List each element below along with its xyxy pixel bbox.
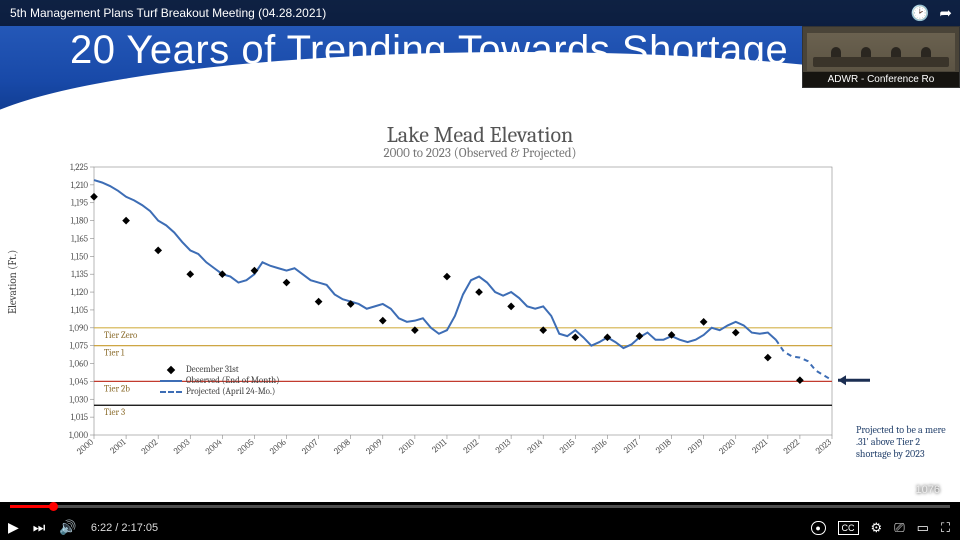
svg-text:2014: 2014 [526,437,546,456]
top-right-controls: 🕑 ➦ [911,4,952,22]
svg-text:2013: 2013 [494,438,513,456]
svg-text:1,120: 1,120 [71,288,89,298]
pip-people [821,47,941,59]
progress-knob[interactable] [49,502,58,511]
svg-text:2012: 2012 [462,438,481,456]
svg-text:1,195: 1,195 [71,199,88,209]
view-counter: 1076 [916,484,940,496]
svg-text:1,075: 1,075 [70,342,88,352]
video-player: 5th Management Plans Turf Breakout Meeti… [0,0,960,540]
current-time: 6:22 [91,522,112,534]
legend-projected: Projected (April 24-Mo.) [160,387,280,397]
chart-ylabel: Elevation (Ft.) [6,250,19,314]
video-title: 5th Management Plans Turf Breakout Meeti… [10,6,326,20]
chart-title: Lake Mead Elevation [18,122,942,148]
svg-text:Tier 1: Tier 1 [104,349,125,359]
svg-text:2016: 2016 [590,437,610,456]
volume-icon[interactable]: 🔊 [59,519,76,536]
legend-projected-label: Projected (April 24-Mo.) [186,387,275,397]
svg-text:2002: 2002 [140,438,160,457]
watch-later-icon[interactable]: 🕑 [911,4,930,22]
svg-text:Tier 2b: Tier 2b [104,384,130,394]
svg-text:1,105: 1,105 [71,306,88,316]
scroll-hint-text: Scroll for details [444,491,515,502]
svg-text:1,150: 1,150 [71,252,89,262]
diamond-marker-icon [167,366,175,374]
video-title-bar: 5th Management Plans Turf Breakout Meeti… [0,0,960,26]
svg-text:1,225: 1,225 [70,163,88,173]
svg-text:2011: 2011 [431,437,450,455]
svg-text:2023: 2023 [814,438,834,457]
fullscreen-icon[interactable]: ⛶ [941,520,950,536]
svg-text:2019: 2019 [687,438,706,456]
time-display: 6:22 / 2:17:05 [91,522,158,534]
svg-text:1,135: 1,135 [71,270,88,280]
cc-button[interactable]: CC [838,521,859,535]
svg-text:1,045: 1,045 [70,377,88,387]
pip-label: ADWR - Conference Ro [803,72,959,87]
right-controls: ● CC ⚙ ⎚ ▭ ⛶ [811,520,950,536]
svg-text:2005: 2005 [236,438,256,457]
svg-text:1,030: 1,030 [69,395,88,405]
player-controls: ▶ ⏭ 🔊 6:22 / 2:17:05 ● CC ⚙ ⎚ ▭ ⛶ [0,502,960,540]
svg-text:2017: 2017 [622,437,642,456]
svg-text:2009: 2009 [365,438,385,457]
legend-observed-label: Observed (End of Month) [186,376,280,386]
scroll-hint: Scroll for details [0,491,960,502]
svg-text:1,015: 1,015 [71,413,88,423]
next-icon[interactable]: ⏭ [33,519,46,536]
svg-text:2001: 2001 [109,437,129,456]
chart-legend: December 31st Observed (End of Month) Pr… [160,364,280,398]
svg-text:2006: 2006 [268,437,289,457]
svg-text:2015: 2015 [558,438,577,456]
autoplay-toggle[interactable]: ● [811,521,825,535]
line-solid-icon [160,380,182,382]
duration: 2:17:05 [121,522,158,534]
progress-played [10,505,53,508]
legend-dec31-label: December 31st [186,365,239,375]
chart-container: Lake Mead Elevation 2000 to 2023 (Observ… [0,116,960,502]
chart-annotation: Projected to be a mere .31' above Tier 2… [856,424,956,460]
pip-thumbnail[interactable]: ADWR - Conference Ro [802,26,960,88]
svg-text:2020: 2020 [718,437,738,456]
svg-text:Tier 3: Tier 3 [104,408,125,418]
svg-text:2004: 2004 [204,437,225,457]
svg-text:2010: 2010 [397,437,417,456]
share-icon[interactable]: ➦ [939,4,952,22]
svg-text:1,210: 1,210 [71,181,89,191]
svg-text:2022: 2022 [782,438,802,457]
chart-subtitle: 2000 to 2023 (Observed & Projected) [18,146,942,161]
svg-text:2008: 2008 [332,437,353,457]
svg-text:1,060: 1,060 [69,360,88,370]
svg-text:1,000: 1,000 [69,431,88,441]
svg-text:1,180: 1,180 [71,217,89,227]
svg-text:1,090: 1,090 [69,324,88,334]
theatre-icon[interactable]: ▭ [917,520,929,536]
play-icon[interactable]: ▶ [8,519,19,536]
line-dashed-icon [160,391,182,393]
svg-text:2007: 2007 [300,437,321,457]
line-chart: 1,000 1,015 1,030 1,045 1,060 1,075 1,090 1,105… [38,161,922,483]
svg-text:2021: 2021 [751,437,771,456]
left-controls: ▶ ⏭ 🔊 6:22 / 2:17:05 [8,519,158,536]
legend-dec31: December 31st [160,365,280,375]
progress-bar[interactable] [10,505,950,508]
svg-text:2018: 2018 [654,437,674,456]
legend-observed: Observed (End of Month) [160,376,280,386]
svg-text:2003: 2003 [172,438,192,457]
settings-icon[interactable]: ⚙ [871,520,883,536]
svg-text:Tier Zero: Tier Zero [104,331,138,341]
svg-text:1,165: 1,165 [71,234,88,244]
cast-icon[interactable]: ⎚ [894,520,904,536]
